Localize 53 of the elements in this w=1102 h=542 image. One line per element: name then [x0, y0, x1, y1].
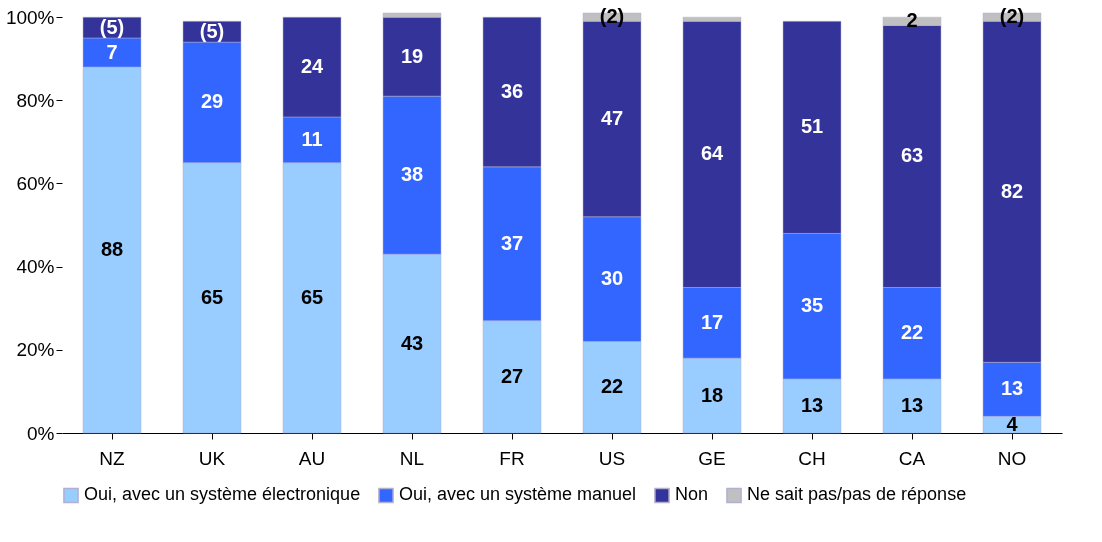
- data-label: 13: [1000, 377, 1024, 400]
- data-label: 22: [600, 375, 624, 398]
- data-label: 35: [800, 294, 824, 317]
- data-label: 11: [301, 127, 323, 150]
- legend-label: Non: [675, 484, 709, 505]
- data-label: 88: [100, 238, 124, 261]
- data-label: 27: [500, 364, 524, 387]
- data-label: 43: [400, 331, 424, 354]
- data-label: 24: [300, 55, 324, 78]
- data-label: 36: [500, 80, 524, 103]
- data-label: 51: [800, 115, 824, 138]
- data-label: (2): [999, 5, 1025, 28]
- data-label: (5): [99, 15, 125, 38]
- data-label: 17: [700, 310, 724, 333]
- x-tick-label: AU: [298, 447, 326, 469]
- x-tick-label: NZ: [99, 447, 126, 469]
- y-tick-label: 20%: [16, 339, 55, 361]
- data-label: 19: [400, 44, 424, 67]
- data-label: 37: [500, 231, 524, 254]
- data-label: 2: [906, 9, 918, 32]
- data-label: 22: [900, 321, 924, 344]
- x-tick-label: NO: [997, 447, 1027, 469]
- y-tick-label: 80%: [16, 89, 55, 111]
- y-tick-label: 60%: [16, 173, 55, 194]
- x-tick-label: US: [598, 447, 626, 469]
- y-tick-label: 100%: [5, 6, 55, 28]
- data-label: 47: [600, 107, 624, 130]
- x-tick-label: CA: [898, 447, 926, 469]
- data-label: 13: [900, 393, 924, 416]
- x-tick-label: NL: [399, 447, 425, 469]
- data-label: 38: [400, 163, 424, 186]
- data-label: 4: [1006, 412, 1019, 435]
- data-label: 63: [900, 144, 924, 167]
- data-label: 65: [200, 285, 224, 308]
- data-label: 7: [106, 40, 118, 63]
- x-tick-label: GE: [698, 447, 726, 469]
- x-tick-label: UK: [198, 447, 226, 469]
- legend-label: Oui, avec un système électronique: [84, 484, 361, 505]
- x-tick-label: CH: [798, 447, 826, 469]
- data-label: (5): [199, 19, 225, 42]
- data-label: (2): [599, 5, 625, 28]
- y-tick-label: 40%: [16, 256, 55, 278]
- data-label: 30: [600, 267, 624, 290]
- data-label: 29: [200, 90, 224, 113]
- data-label: 65: [300, 285, 324, 308]
- y-tick-label: 0%: [27, 422, 55, 444]
- data-label: 82: [1000, 179, 1024, 202]
- data-label: 64: [700, 142, 724, 165]
- data-label: 13: [800, 393, 824, 416]
- data-label: 18: [700, 383, 724, 406]
- x-tick-label: FR: [499, 447, 525, 469]
- legend-label: Ne sait pas/pas de réponse: [747, 484, 967, 505]
- legend-label: Oui, avec un système manuel: [399, 484, 637, 505]
